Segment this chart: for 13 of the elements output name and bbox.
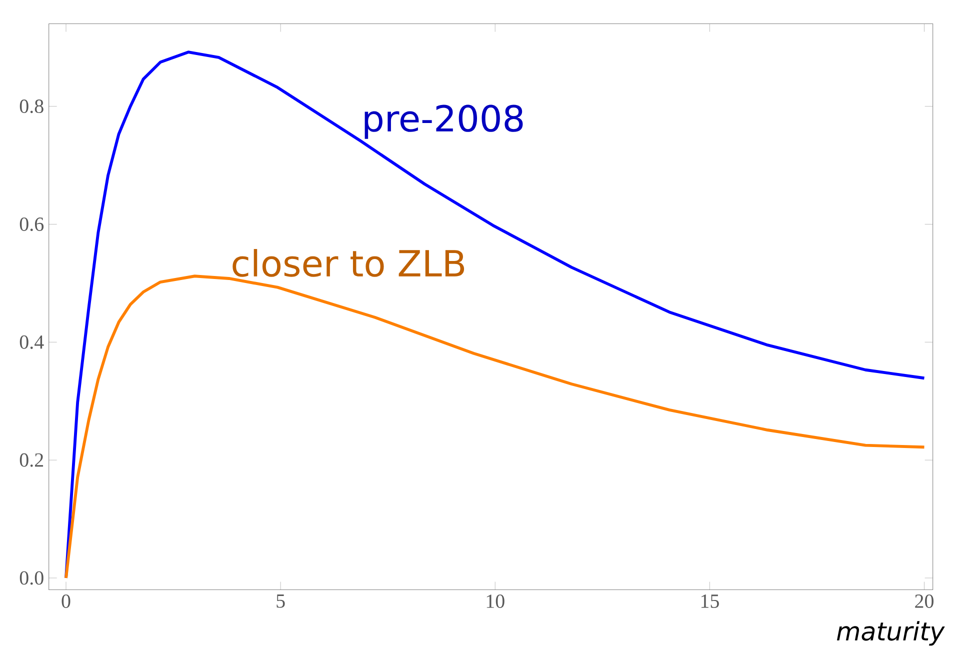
y-tick-label: 0.6	[20, 217, 44, 232]
series-label: pre-2008	[364, 104, 523, 139]
x-tick-label: 10	[486, 594, 504, 608]
y-tick-label: 0.4	[20, 335, 44, 349]
y-tick-label: 0.2	[20, 453, 44, 467]
series-label: closer to ZLB	[232, 249, 464, 277]
x-axis-title: maturity	[836, 621, 945, 646]
x-tick-label: 5	[276, 594, 285, 608]
x-tick-label: 20	[915, 594, 934, 608]
x-tick-label: 0	[62, 594, 70, 608]
x-tick-label: 15	[701, 594, 719, 608]
y-tick-label: 0.0	[20, 571, 44, 585]
y-tick-label: 0.8	[20, 100, 44, 114]
